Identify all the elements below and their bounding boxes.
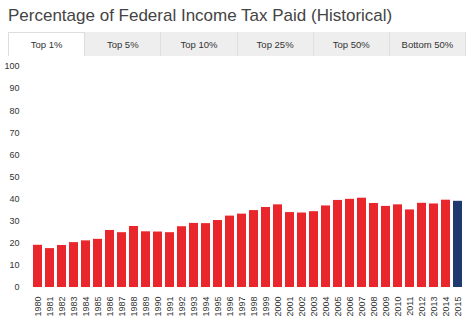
svg-text:1981: 1981	[45, 297, 55, 317]
svg-text:20: 20	[9, 238, 19, 248]
html-text:Top 25%: Top 25%	[256, 38, 294, 50]
svg-text:2007: 2007	[357, 297, 367, 317]
svg-text:50: 50	[9, 172, 19, 182]
svg-text:10: 10	[9, 260, 19, 270]
svg-text:2005: 2005	[333, 297, 343, 317]
html-text:Top 1%: Top 1%	[30, 39, 63, 50]
svg-text:1998: 1998	[249, 297, 259, 317]
svg-text:1987: 1987	[117, 297, 127, 317]
svg-text:1986: 1986	[105, 297, 115, 317]
svg-text:1993: 1993	[189, 297, 199, 317]
svg-text:1982: 1982	[57, 297, 67, 317]
html-text:Top 50%: Top 50%	[332, 38, 370, 50]
svg-text:80: 80	[9, 106, 19, 116]
svg-text:1989: 1989	[141, 297, 151, 317]
svg-text:40: 40	[9, 194, 19, 204]
svg-text:2011: 2011	[405, 297, 415, 316]
svg-text:1990: 1990	[153, 297, 163, 317]
svg-text:90: 90	[9, 83, 19, 93]
svg-text:70: 70	[9, 128, 19, 138]
svg-text:2008: 2008	[369, 297, 379, 317]
svg-text:1994: 1994	[201, 297, 211, 317]
html-text:Top 5%: Top 5%	[106, 38, 139, 50]
svg-text:2006: 2006	[345, 297, 355, 317]
svg-text:1983: 1983	[69, 297, 79, 317]
html-text:Percentage of Federal Income T: Percentage of Federal Income Tax Paid (H…	[8, 6, 393, 25]
svg-text:2012: 2012	[417, 297, 427, 317]
svg-text:1985: 1985	[93, 297, 103, 317]
svg-text:0: 0	[14, 282, 19, 292]
svg-text:100: 100	[4, 61, 19, 71]
svg-text:1996: 1996	[225, 297, 235, 317]
svg-text:1984: 1984	[81, 297, 91, 317]
svg-text:2015: 2015	[453, 297, 463, 317]
svg-text:60: 60	[9, 150, 19, 160]
svg-text:2004: 2004	[321, 297, 331, 317]
svg-text:2003: 2003	[309, 297, 319, 317]
svg-text:1992: 1992	[177, 297, 187, 317]
svg-text:30: 30	[9, 216, 19, 226]
svg-text:2001: 2001	[285, 297, 295, 317]
svg-text:2009: 2009	[381, 297, 391, 317]
svg-text:1997: 1997	[237, 297, 247, 317]
svg-text:2000: 2000	[273, 297, 283, 317]
svg-text:2010: 2010	[393, 297, 403, 317]
html-text:Top 10%: Top 10%	[180, 38, 218, 50]
html-text:Bottom 50%: Bottom 50%	[401, 38, 454, 50]
svg-text:2013: 2013	[429, 297, 439, 317]
svg-text:1980: 1980	[33, 297, 43, 317]
svg-text:1988: 1988	[129, 297, 139, 317]
svg-text:1999: 1999	[261, 297, 271, 317]
svg-text:2002: 2002	[297, 297, 307, 317]
svg-text:1991: 1991	[165, 297, 175, 317]
svg-text:1995: 1995	[213, 297, 223, 317]
svg-text:2014: 2014	[441, 297, 451, 317]
